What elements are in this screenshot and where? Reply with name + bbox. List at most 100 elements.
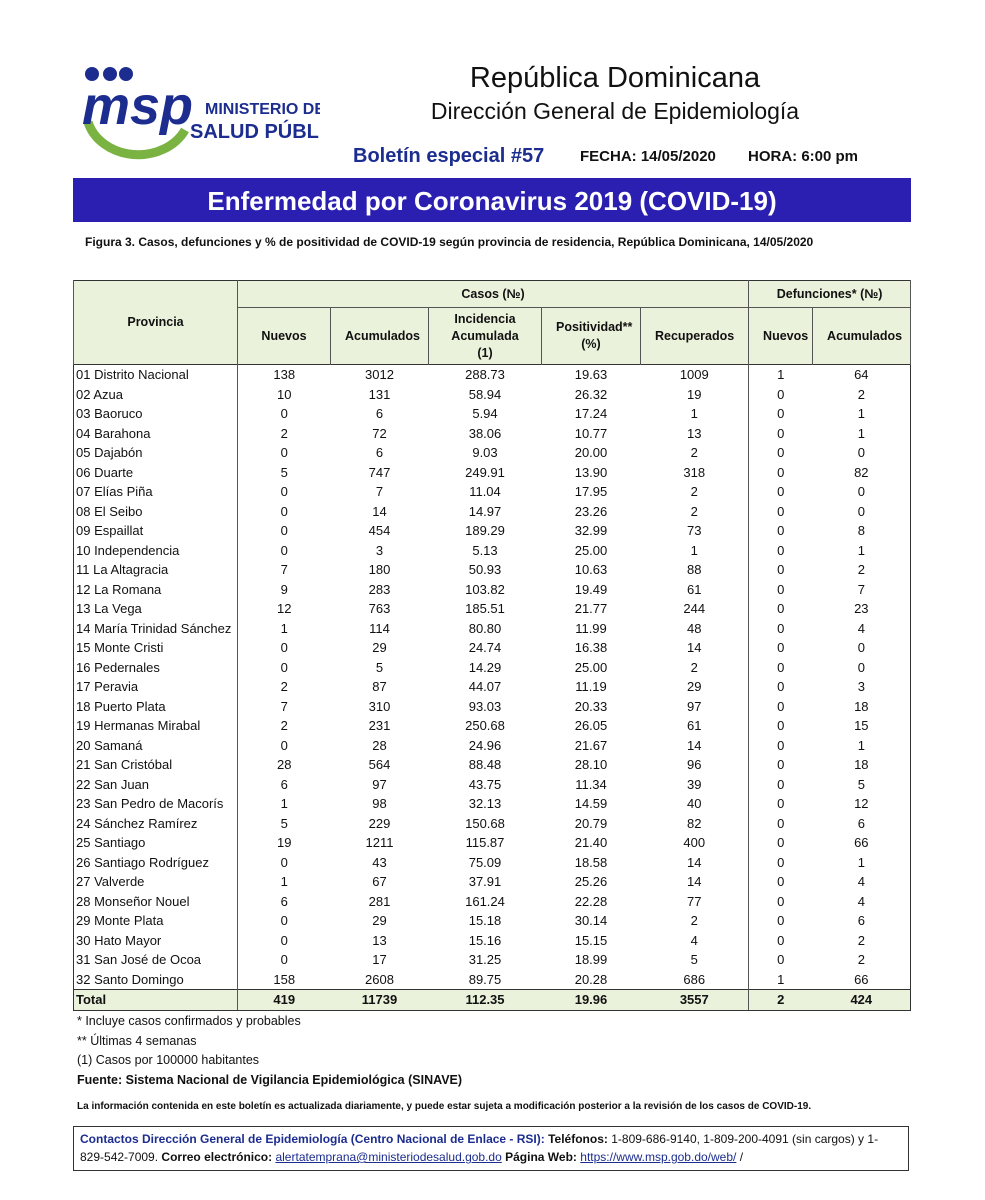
table-row: 04 Barahona 2 72 38.06 10.77 13 0 1 [73,423,912,443]
cell: 29 [372,640,387,655]
cell: 14.29 [468,659,502,675]
cell: 23 [812,599,912,619]
cell: 0 [280,406,288,421]
note: * Incluye casos confirmados y probables [77,1014,301,1028]
cell: 40 [687,796,702,811]
cell: 20.28 [574,971,608,987]
cell: 2608 [365,971,394,987]
cell: 30 Hato Mayor [73,930,238,950]
table-row: 25 Santiago 19 1211 115.87 21.40 400 0 66 [73,833,912,853]
cell: 114 [369,620,390,636]
table-row: 27 Valverde 1 67 37.91 25.26 14 0 4 [73,872,912,892]
cell: 6 [375,406,384,421]
cell: 44.07 [468,679,502,694]
header-cell: Acumulados [330,307,429,365]
cell: 10 [277,386,292,402]
header-cell: Nuevos [237,307,331,365]
cell: 0 [748,872,813,892]
cell: 24.74 [468,640,502,655]
cell: 244 [683,601,706,616]
cell: 0 [748,599,813,619]
table-row: 17 Peravia 2 87 44.07 11.19 29 0 3 [73,677,912,697]
cell: 10.63 [574,562,608,577]
cell: 0 [748,794,813,814]
table-row: 08 El Seibo 0 14 14.97 23.26 2 0 0 [73,501,912,521]
cell: 10 Independencia [73,540,238,560]
table-row: 09 Espaillat 0 454 189.29 32.99 73 0 8 [73,521,912,541]
cell: 01 Distrito Nacional [73,364,238,385]
cell: 98 [372,796,387,811]
cell: 22 San Juan [73,774,238,794]
table-row: 32 Santo Domingo 158 2608 89.75 20.28 686 1 66 [73,969,912,990]
cell: 15.18 [468,913,502,928]
cell: 18 [812,696,912,716]
table-row: 01 Distrito Nacional 138 3012 288.73 19.63 10… [73,364,912,385]
header-cell: Incidencia Acumulada (1) [428,307,542,365]
cell: 12 [277,601,292,616]
cell: 115.87 [465,835,505,850]
cell: 15.15 [574,932,608,948]
cell: 288.73 [465,367,505,382]
cell: 0 [748,813,813,833]
time: HORA: 6:00 pm [748,148,859,165]
cell: 19.96 [541,989,641,1011]
cell: 424 [812,989,912,1011]
cell: 0 [748,462,813,482]
email-link[interactable]: alertatemprana@ministeriodesalud.gob.do [275,1150,502,1164]
table-head: Provincia Casos (№) Defunciones* (№) Nue… [73,280,912,365]
cell: 20 Samaná [73,735,238,755]
cell: 19.49 [574,581,608,597]
cell: 0 [812,443,912,463]
cell: 318 [683,464,706,480]
cell: 0 [812,482,912,502]
cell: 30.14 [574,913,608,928]
cell: 0 [748,833,813,853]
cell: 20.00 [574,445,608,460]
cell: 18.58 [574,854,608,870]
cell: 2 [690,484,698,499]
cell: 11.34 [575,776,607,792]
table-row: 02 Azua 10 131 58.94 26.32 19 0 2 [73,384,912,404]
web-link[interactable]: https://www.msp.gob.do/web/ [580,1150,737,1164]
cell: 400 [683,835,706,850]
cell: 0 [280,952,288,967]
data-table: Provincia Casos (№) Defunciones* (№) Nue… [73,280,912,1011]
cell: 28 [277,757,292,772]
contact-heading: Contactos Dirección General de Epidemiol… [80,1132,545,1146]
cell: 97 [372,776,387,792]
cell: 24 Sánchez Ramírez [73,813,238,833]
cell: 3557 [640,989,749,1011]
cell: 4 [812,618,912,638]
cell: 2 [280,425,288,441]
table-row: 15 Monte Cristi 0 29 24.74 16.38 14 0 0 [73,638,912,658]
cell: 0 [748,618,813,638]
cell: 5.13 [472,542,498,558]
header-cell: Recuperados [639,307,750,365]
cell: 161.24 [465,893,505,909]
cell: 12 La Romana [73,579,238,599]
cell: 43.75 [468,776,502,792]
cell: 0 [748,755,813,775]
cell: 13 La Vega [73,599,238,619]
cell: 20.79 [574,815,608,831]
table-row: 11 La Altagracia 7 180 50.93 10.63 88 0 2 [73,560,912,580]
cell: 1 [690,406,698,421]
table-row: 13 La Vega 12 763 185.51 21.77 244 0 23 [73,599,912,619]
header-cell: Nuevos [748,307,814,365]
cell: 26.32 [574,386,608,402]
cell: 0 [748,657,813,677]
cell: 07 Elías Piña [73,482,238,502]
cell: 20.33 [574,698,608,714]
cell: 0 [748,384,813,404]
cell: 1 [812,404,912,424]
table-row: 23 San Pedro de Macorís 1 98 32.13 14.59 40 0 1… [73,794,912,814]
cell: 0 [280,659,288,675]
contact-box: Contactos Dirección General de Epidemiol… [73,1126,909,1171]
table-row: 26 Santiago Rodríguez 0 43 75.09 18.58 14 0 1 [73,852,912,872]
table-row: 31 San José de Ocoa 0 17 31.25 18.99 5 0 2 [73,950,912,970]
cell: 29 Monte Plata [73,911,238,931]
note: ** Últimas 4 semanas [77,1033,197,1048]
cell: 0 [280,913,288,928]
cell: 1 [748,969,813,990]
